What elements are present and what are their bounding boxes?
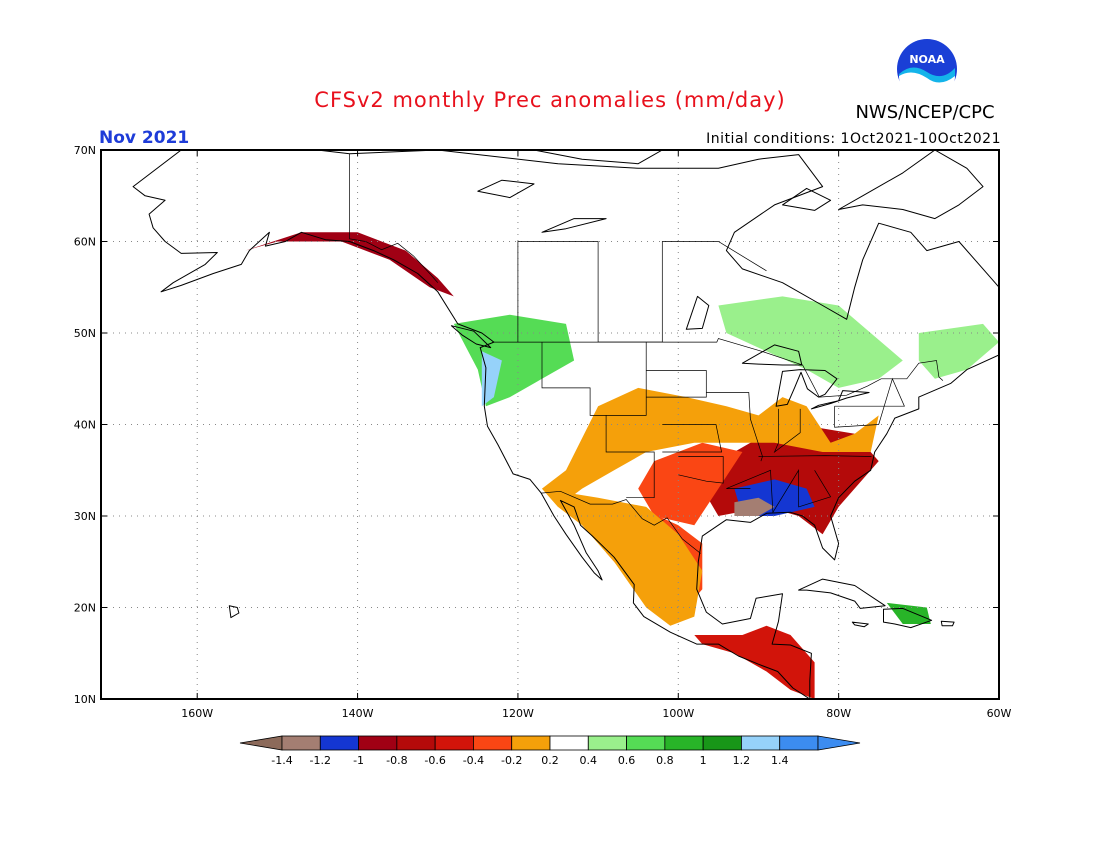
colorbar-label: -1.2 (310, 754, 331, 767)
colorbar-swatch (511, 735, 551, 751)
noaa-logo-text: NOAA (909, 53, 945, 66)
border-us-canada-border (492, 338, 944, 398)
lat-tick-label: 70N (74, 144, 96, 157)
colorbar-label: -1.4 (271, 754, 292, 767)
coastline-cuba (798, 578, 886, 609)
colorbar-label: -0.8 (386, 754, 407, 767)
coastline-north-america-mainland (132, 150, 999, 699)
noaa-logo-icon: NOAA (897, 39, 957, 100)
coastline-jamaica (851, 621, 869, 628)
colorbar-label: 1 (700, 754, 707, 767)
border-us-mexico-border (541, 490, 701, 554)
map-background (101, 150, 999, 699)
coastline-layer (132, 150, 1058, 699)
anomaly-region-mexico-orange (542, 488, 703, 626)
anomaly-region-alaska-coast-dry (245, 232, 454, 297)
lon-tick-label: 60W (987, 707, 1012, 720)
colorbar-swatch (473, 735, 513, 751)
colorbar-label: -0.6 (424, 754, 445, 767)
colorbar: -1.4 -1.2 -1 -0.8 -0.6 -0.4 -0.2 0.2 0.4 0.6 0.8 1 1… (239, 735, 861, 767)
colorbar-label: -0.4 (463, 754, 484, 767)
colorbar-swatch (358, 735, 398, 751)
border-canada-province-lines (517, 241, 767, 343)
colorbar-label: 0.8 (656, 754, 674, 767)
lat-tick-label: 50N (74, 327, 96, 340)
colorbar-label: 1.2 (733, 754, 751, 767)
coastline-lake-michigan-huron (775, 369, 838, 407)
colorbar-swatch (664, 735, 704, 751)
colorbar-arrow-right (817, 735, 861, 751)
organization-label: NWS/NCEP/CPC (855, 102, 995, 123)
anomaly-region-gulf-coast-brown (734, 497, 775, 516)
lat-tick-label: 30N (74, 510, 96, 523)
coastline-great-slave-lake (541, 218, 607, 233)
colorbar-label: 1.4 (771, 754, 789, 767)
initial-conditions-label: Initial conditions: 1Oct2021-10Oct2021 (706, 131, 1001, 147)
colorbar-swatch (587, 735, 627, 751)
colorbar-label: -1 (353, 754, 364, 767)
coastline-southampton-island (782, 187, 832, 211)
colorbar-label: 0.4 (580, 754, 598, 767)
border-state-lines-south (726, 469, 832, 514)
colorbar-swatch (741, 735, 781, 751)
axis-ticks-layer: 160W 140W 120W 100W 80W 60W 70N 60N 50N 40N 30N 20N… (74, 144, 1012, 720)
border-state-lines-central (605, 415, 655, 499)
lon-tick-label: 160W (181, 707, 213, 720)
anomaly-region-quebec-wet (918, 323, 999, 379)
lat-tick-label: 60N (74, 236, 96, 249)
lon-tick-label: 140W (342, 707, 374, 720)
border-state-lines-west (541, 342, 647, 416)
map-title: CFSv2 monthly Prec anomalies (mm/day) (314, 88, 786, 112)
colorbar-swatch (319, 735, 359, 751)
anomaly-region-plains-orange (542, 387, 879, 507)
colorbar-swatch (549, 735, 589, 751)
anomaly-region-great-lakes-wet (718, 296, 903, 388)
colorbar-swatch (779, 735, 819, 751)
colorbar-swatch (281, 735, 321, 751)
border-state-lines-midwest (706, 392, 763, 462)
border-state-lines-kansas (662, 424, 723, 453)
coastline-vancouver-island (450, 325, 492, 349)
coastline-victoria-island (533, 150, 663, 165)
coastline-puerto-rico (940, 620, 955, 627)
colorbar-label: 0.2 (541, 754, 559, 767)
anomaly-region-southern-plains-dry (638, 442, 743, 526)
lat-tick-label: 10N (74, 693, 96, 706)
lat-tick-label: 20N (74, 602, 96, 615)
border-alaska-canada-border (349, 153, 439, 283)
colorbar-swatch (434, 735, 474, 751)
border-state-lines-oklahoma (678, 456, 724, 484)
border-state-lines-plains (646, 370, 707, 398)
anomaly-regions-layer (245, 232, 999, 699)
border-layer (349, 153, 944, 554)
lat-tick-label: 40N (74, 419, 96, 432)
coastline-hispaniola (883, 607, 933, 629)
coastline-great-bear-lake (477, 179, 535, 199)
border-state-lines-tn-ky (758, 455, 872, 457)
coastline-hawaii-big-island (228, 605, 240, 619)
coastline-lake-winnipeg (685, 295, 710, 330)
lon-tick-label: 100W (662, 707, 694, 720)
coastline-newfoundland (1005, 338, 1058, 362)
anomaly-region-pacific-nw-blue (481, 351, 502, 407)
border-state-lines-ohio-valley (773, 408, 801, 454)
border-state-lines-northeast (834, 377, 905, 428)
lon-tick-label: 120W (502, 707, 534, 720)
lon-tick-label: 80W (826, 707, 851, 720)
colorbar-label: -0.2 (501, 754, 522, 767)
colorbar-swatch (626, 735, 666, 751)
colorbar-label: 0.6 (618, 754, 636, 767)
colorbar-arrow-left (239, 735, 283, 751)
coastline-baffin-island (838, 150, 984, 220)
colorbar-swatch (396, 735, 436, 751)
month-label: Nov 2021 (99, 128, 190, 148)
colorbar-swatch (702, 735, 742, 751)
